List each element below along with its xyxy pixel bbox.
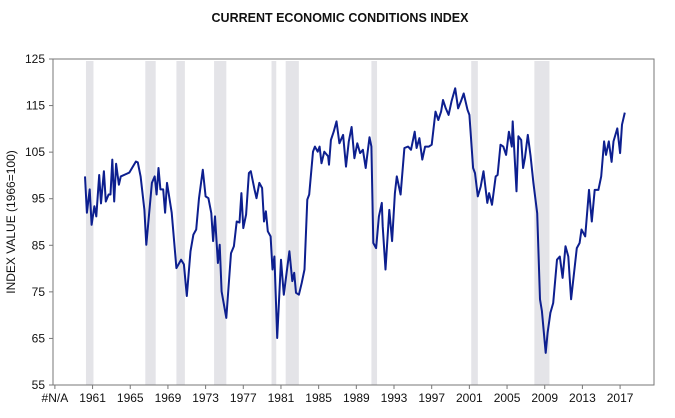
x-tick-label: 1997 xyxy=(418,391,445,405)
x-tick-label: 2001 xyxy=(456,391,483,405)
x-tick-label: 1977 xyxy=(230,391,257,405)
y-tick-label: 55 xyxy=(32,378,46,392)
x-tick-label: 2005 xyxy=(494,391,521,405)
recession-band xyxy=(85,61,94,385)
series-line xyxy=(84,87,626,354)
recession-band xyxy=(271,61,277,385)
y-tick-label: 105 xyxy=(25,145,45,159)
y-axis: 55 65 75 85 95 105 115 125 xyxy=(25,52,53,392)
x-tick-label: 2013 xyxy=(569,391,596,405)
x-tick-label: 2017 xyxy=(607,391,634,405)
recession-band xyxy=(471,61,478,385)
x-tick-label: 1965 xyxy=(117,391,144,405)
y-tick-label: 115 xyxy=(26,99,45,113)
plot-area-frame xyxy=(52,58,655,386)
x-tick-label: 1973 xyxy=(192,391,219,405)
recession-band xyxy=(285,61,299,385)
x-tick-label: 1981 xyxy=(268,391,295,405)
y-tick-label: 95 xyxy=(32,192,46,206)
recession-bands xyxy=(85,61,550,385)
recession-band xyxy=(145,61,156,385)
recession-band xyxy=(534,61,550,385)
y-tick-label: 75 xyxy=(32,285,46,299)
x-tick-label: #N/A xyxy=(42,391,69,405)
x-tick-label: 1993 xyxy=(381,391,408,405)
y-tick-label: 65 xyxy=(32,331,46,345)
x-tick-label: 2009 xyxy=(531,391,558,405)
chart-title: CURRENT ECONOMIC CONDITIONS INDEX xyxy=(212,11,470,25)
x-tick-label: 1961 xyxy=(79,391,106,405)
series-group xyxy=(84,87,626,354)
y-tick-label: 125 xyxy=(25,52,45,66)
x-tick-label: 1985 xyxy=(305,391,332,405)
y-tick-label: 85 xyxy=(32,238,46,252)
recession-band xyxy=(371,61,378,385)
y-axis-label: INDEX VALUE (1966=100) xyxy=(4,150,18,294)
x-tick-label: 1989 xyxy=(343,391,370,405)
x-axis: #N/A 1961 1965 1969 1973 1977 1981 1985 1989 1993… xyxy=(42,385,634,405)
x-tick-label: 1969 xyxy=(155,391,182,405)
recession-band xyxy=(176,61,185,385)
